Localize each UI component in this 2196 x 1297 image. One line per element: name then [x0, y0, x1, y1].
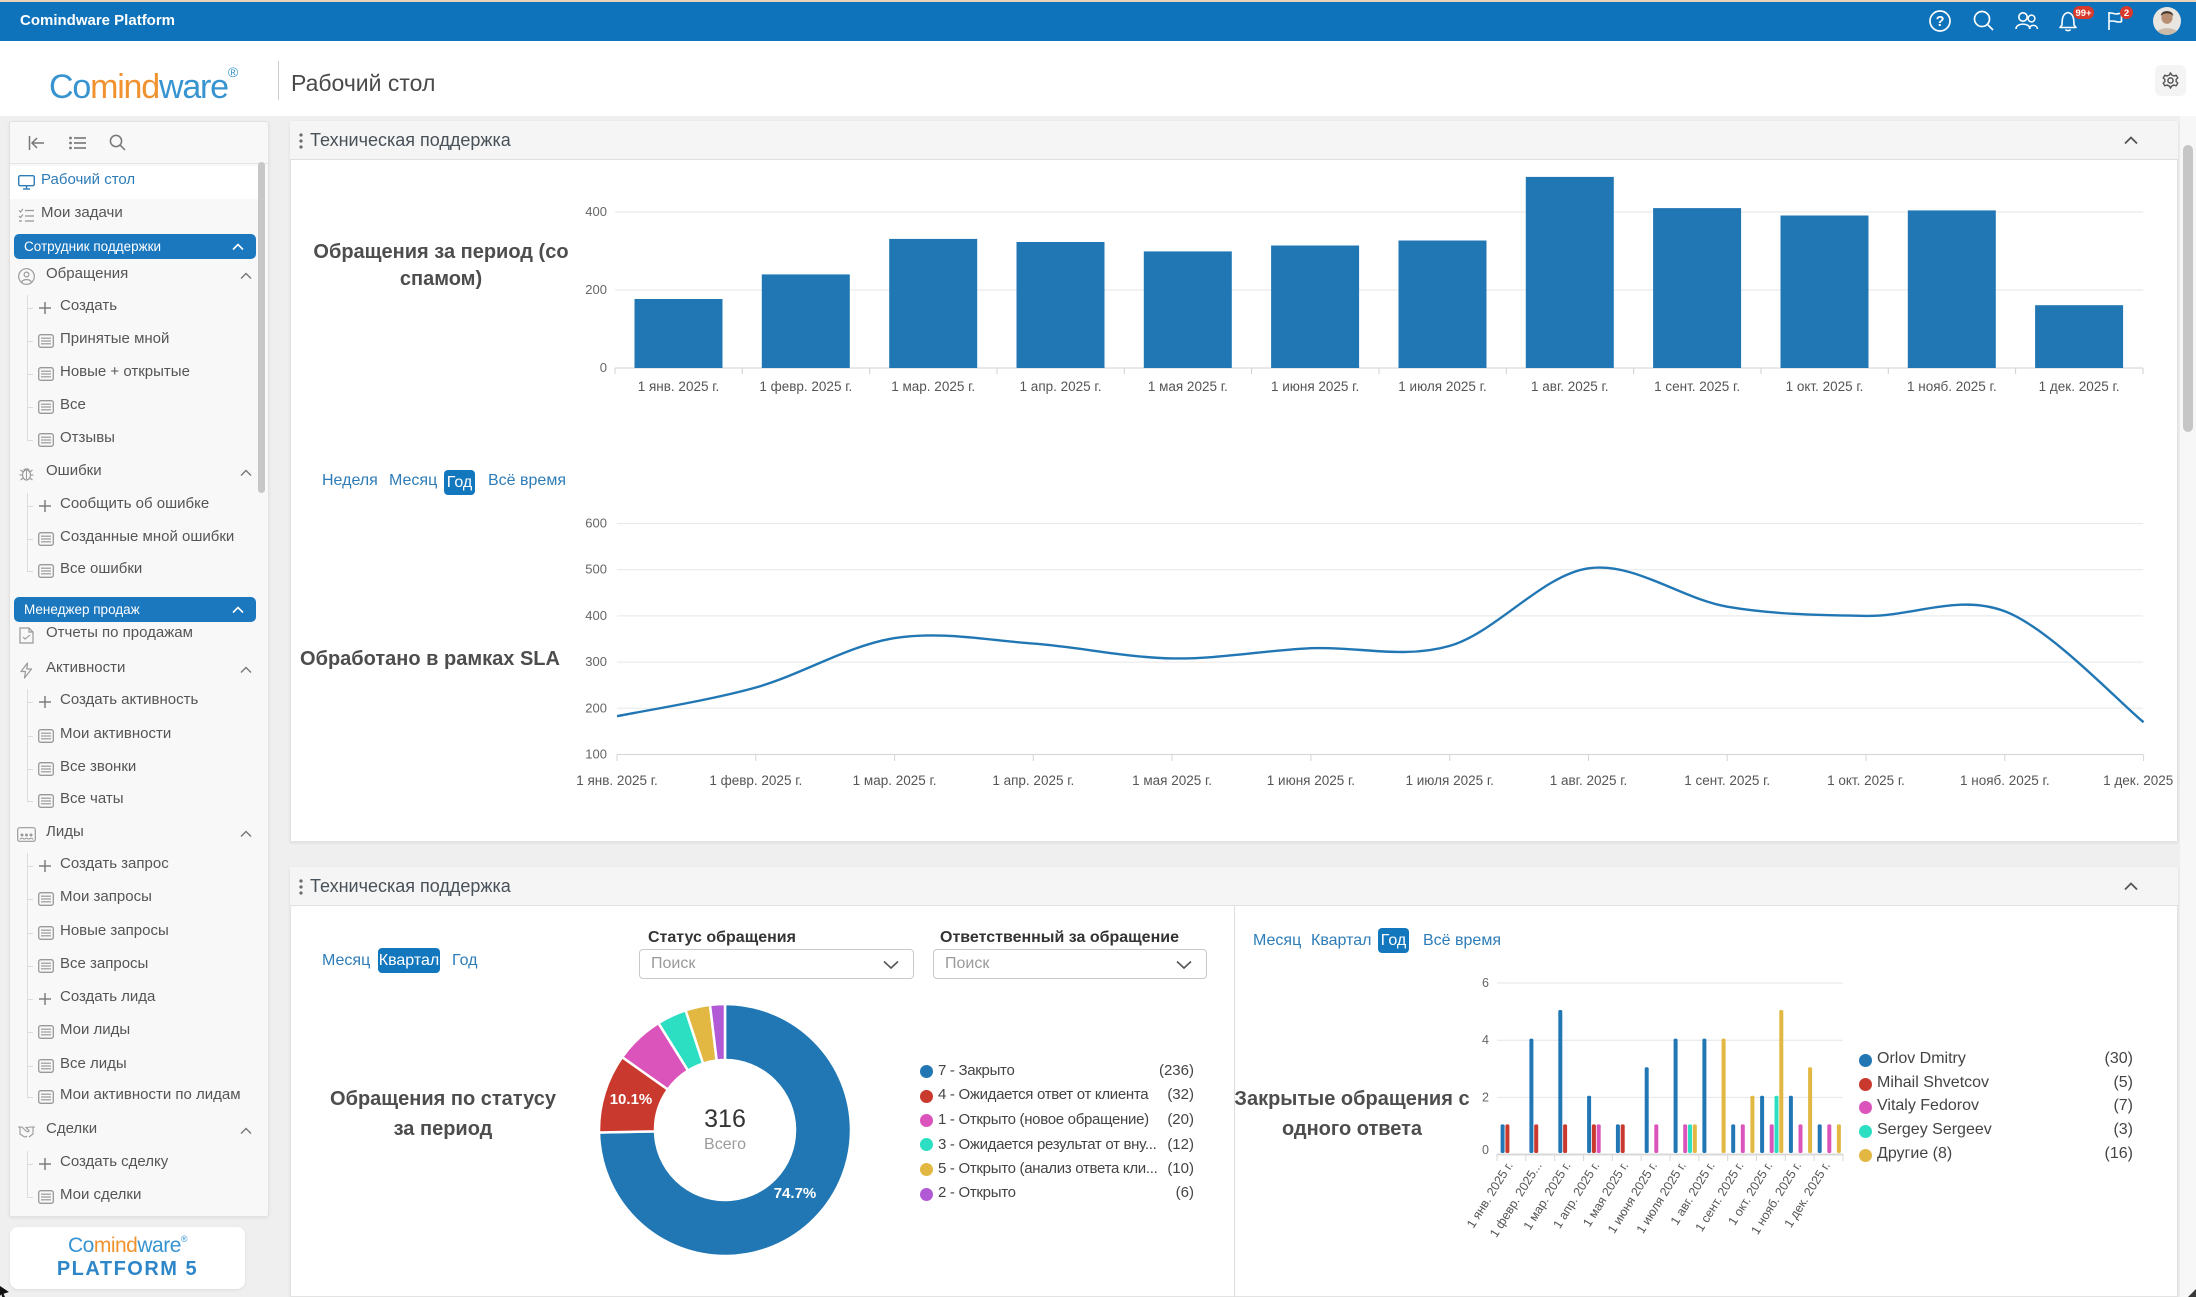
svg-text:0: 0 [1482, 1143, 1489, 1157]
svg-text:1 апр. 2025 г.: 1 апр. 2025 г. [1020, 379, 1102, 394]
svg-text:500: 500 [585, 562, 607, 577]
svg-text:1 авг. 2025 г.: 1 авг. 2025 г. [1550, 773, 1628, 788]
svg-text:99+: 99+ [2075, 8, 2092, 19]
svg-text:1 авг. 2025 г.: 1 авг. 2025 г. [1531, 379, 1609, 394]
svg-text:1 июля 2025 г.: 1 июля 2025 г. [1398, 379, 1486, 394]
svg-text:1 окт. 2025 г.: 1 окт. 2025 г. [1827, 773, 1905, 788]
svg-text:1 янв. 2025 г.: 1 янв. 2025 г. [576, 773, 658, 788]
svg-text:1 сент. 2025 г.: 1 сент. 2025 г. [1654, 379, 1740, 394]
svg-text:600: 600 [585, 516, 607, 531]
svg-text:1 нояб. 2025 г.: 1 нояб. 2025 г. [1907, 379, 1997, 394]
svg-text:10.1%: 10.1% [610, 1091, 653, 1108]
svg-text:400: 400 [585, 204, 607, 219]
svg-text:1 мая 2025 г.: 1 мая 2025 г. [1148, 379, 1228, 394]
svg-text:1 мар. 2025 г.: 1 мар. 2025 г. [853, 773, 937, 788]
svg-text:1 сент. 2025 г.: 1 сент. 2025 г. [1684, 773, 1770, 788]
svg-text:1 дек. 2025 г.: 1 дек. 2025 г. [2039, 379, 2120, 394]
svg-text:400: 400 [585, 608, 607, 623]
svg-text:1 нояб. 2025 г.: 1 нояб. 2025 г. [1960, 773, 2050, 788]
svg-text:1 июня 2025 г.: 1 июня 2025 г. [1271, 379, 1359, 394]
svg-text:2: 2 [1482, 1090, 1489, 1104]
svg-text:1 мар. 2025 г.: 1 мар. 2025 г. [891, 379, 975, 394]
svg-text:1 янв. 2025 г.: 1 янв. 2025 г. [638, 379, 720, 394]
svg-text:200: 200 [585, 700, 607, 715]
svg-text:1 февр. 2025 г.: 1 февр. 2025 г. [759, 379, 852, 394]
svg-text:6: 6 [1482, 976, 1489, 990]
svg-text:74.7%: 74.7% [774, 1185, 817, 1202]
svg-text:200: 200 [585, 282, 607, 297]
svg-text:Всего: Всего [704, 1136, 746, 1153]
svg-text:1 июня 2025 г.: 1 июня 2025 г. [1267, 773, 1355, 788]
svg-text:1 июля 2025 г.: 1 июля 2025 г. [1406, 773, 1494, 788]
svg-text:316: 316 [704, 1105, 746, 1133]
svg-text:1 февр. 2025 г.: 1 февр. 2025 г. [709, 773, 802, 788]
svg-text:2: 2 [2124, 8, 2129, 19]
svg-text:?: ? [1936, 14, 1945, 30]
svg-text:0: 0 [600, 360, 607, 375]
svg-text:300: 300 [585, 654, 607, 669]
svg-text:1 окт. 2025 г.: 1 окт. 2025 г. [1786, 379, 1864, 394]
svg-text:1 мая 2025 г.: 1 мая 2025 г. [1132, 773, 1212, 788]
svg-text:1 дек. 2025 г.: 1 дек. 2025 г. [2103, 773, 2178, 788]
svg-text:1 апр. 2025 г.: 1 апр. 2025 г. [992, 773, 1074, 788]
svg-text:100: 100 [585, 747, 607, 762]
svg-text:4: 4 [1482, 1033, 1489, 1047]
